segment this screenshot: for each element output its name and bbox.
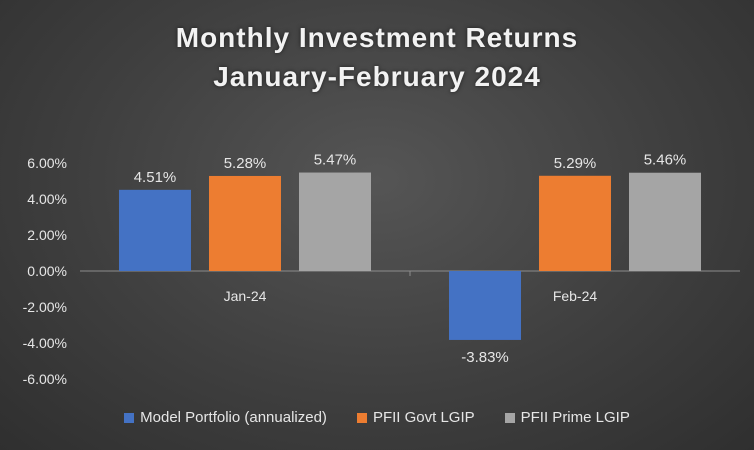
y-tick-label: 2.00% bbox=[27, 227, 67, 243]
legend-swatch bbox=[356, 412, 367, 423]
bar-3-feb-24 bbox=[629, 172, 701, 271]
legend-swatch bbox=[504, 412, 515, 423]
data-label: 5.46% bbox=[644, 152, 687, 169]
category-label: Feb-24 bbox=[553, 288, 598, 304]
data-label: 5.28% bbox=[224, 155, 267, 172]
y-tick-label: 6.00% bbox=[27, 155, 67, 171]
legend: Model Portfolio (annualized) PFII Govt LG… bbox=[0, 409, 754, 426]
chart-title-line2: January-February 2024 bbox=[213, 61, 541, 92]
legend-label: PFII Govt LGIP bbox=[372, 409, 475, 426]
legend-item: PFII Prime LGIP bbox=[504, 409, 630, 426]
data-label: 5.47% bbox=[314, 152, 357, 169]
y-tick-label: -2.00% bbox=[23, 299, 67, 315]
y-tick-label: -4.00% bbox=[23, 335, 67, 351]
legend-label: Model Portfolio (annualized) bbox=[140, 409, 327, 426]
bar-2-feb-24 bbox=[539, 175, 611, 271]
y-tick-label: -6.00% bbox=[23, 371, 67, 387]
bar-3-jan-24 bbox=[299, 172, 371, 271]
bar-1-feb-24 bbox=[449, 271, 521, 340]
chart-title-line1: Monthly Investment Returns bbox=[175, 22, 579, 53]
legend-item: PFII Govt LGIP bbox=[356, 409, 475, 426]
legend-label: PFII Prime LGIP bbox=[520, 409, 630, 426]
bar-2-jan-24 bbox=[209, 175, 281, 271]
category-label: Jan-24 bbox=[224, 288, 267, 304]
bar-1-jan-24 bbox=[119, 189, 191, 271]
legend-swatch bbox=[124, 412, 135, 423]
y-tick-label: 4.00% bbox=[27, 191, 67, 207]
legend-item: Model Portfolio (annualized) bbox=[124, 409, 327, 426]
data-label: 4.51% bbox=[134, 169, 177, 186]
data-label: 5.29% bbox=[554, 155, 597, 172]
y-tick-label: 0.00% bbox=[27, 263, 67, 279]
data-label: -3.83% bbox=[461, 349, 509, 366]
